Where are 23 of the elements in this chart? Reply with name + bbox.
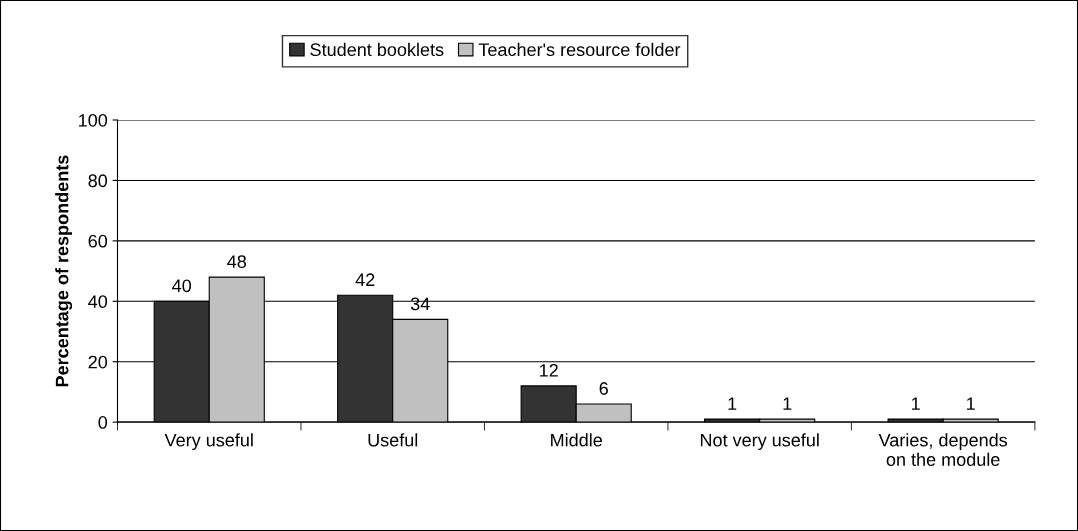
- x-tick-label: Very useful: [164, 433, 253, 451]
- data-label: 6: [599, 382, 608, 395]
- y-tick-label: 40: [88, 295, 108, 309]
- x-tick-label: Middle: [551, 433, 602, 447]
- x-tick-label: Not very useful: [700, 433, 819, 451]
- data-label: 42: [355, 273, 375, 286]
- data-label: 12: [540, 363, 558, 377]
- y-tick-label: 20: [88, 355, 108, 369]
- y-tick-label: 100: [79, 113, 108, 127]
- y-axis-title: Percentage of respondents: [55, 155, 73, 387]
- data-label: 48: [227, 255, 247, 268]
- y-tick-label: 80: [88, 174, 108, 188]
- data-label: 1: [911, 397, 920, 410]
- x-tick-label: Useful: [368, 433, 418, 447]
- legend-label: Student booklets: [310, 42, 444, 57]
- data-label: 1: [728, 397, 737, 410]
- data-label: 1: [783, 397, 792, 410]
- data-label: 40: [172, 279, 192, 293]
- x-tick-label: Varies, depends on the module: [878, 433, 1008, 466]
- legend-label: Teacher's resource folder: [478, 42, 681, 57]
- y-tick-label: 0: [98, 416, 108, 429]
- y-tick-label: 60: [88, 234, 108, 248]
- data-label: 1: [967, 397, 975, 410]
